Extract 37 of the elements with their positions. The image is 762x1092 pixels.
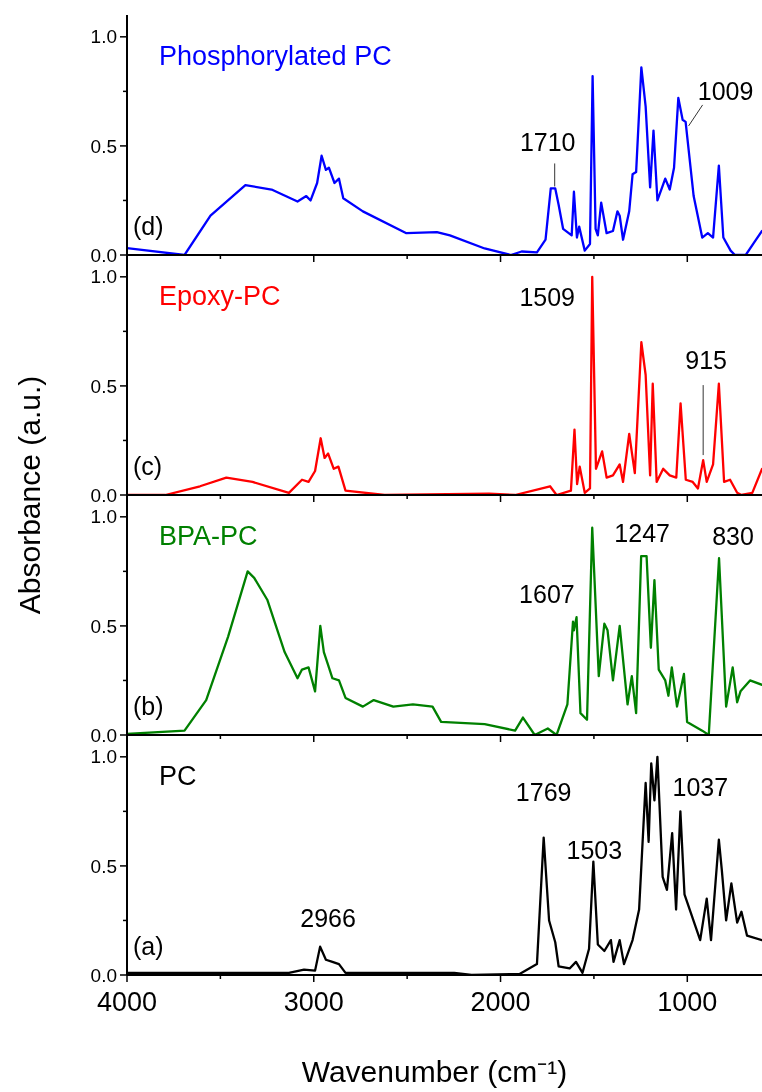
annotation: 1037: [672, 773, 729, 802]
text: PC: [159, 761, 197, 791]
annotation: (a): [133, 932, 164, 960]
y-tick-label: 0.0: [90, 724, 117, 746]
x-tick-label: 2000: [470, 987, 531, 1017]
y-tick-label: 0.0: [90, 964, 117, 986]
y-tick-label: 0.0: [90, 244, 117, 266]
annotation: 1607: [519, 580, 575, 609]
y-tick-label: 0.5: [90, 615, 117, 637]
y-tick-label: 1.0: [90, 26, 117, 48]
annotation: (d): [133, 212, 164, 240]
annotation: 1769: [515, 777, 572, 806]
y-tick-label: 0.5: [90, 855, 117, 877]
annotation: 1710: [519, 128, 576, 157]
y-tick-label: 1.0: [90, 266, 117, 288]
text: Phosphorylated PC: [159, 41, 392, 71]
annotation: 1509: [519, 282, 576, 311]
annotation: 1503: [566, 835, 623, 864]
x-tick-label: 1000: [657, 987, 718, 1017]
y-tick-label: 0.5: [90, 375, 117, 397]
x-tick-label: 4000: [96, 987, 158, 1017]
y-tick-label: 1.0: [90, 746, 117, 768]
y-axis-title: Absorbance (a.u.): [13, 375, 46, 615]
x-tick-label: 3000: [283, 987, 344, 1017]
x-axis-title: Wavenumber (cm⁻¹): [301, 1055, 568, 1088]
annotation: 1247: [614, 519, 670, 548]
annotation: (b): [133, 692, 164, 720]
annotation: 915: [685, 346, 728, 375]
text: Epoxy-PC: [159, 281, 281, 311]
annotation: 1009: [697, 76, 754, 105]
y-tick-label: 0.5: [90, 135, 117, 157]
y-tick-label: 1.0: [90, 506, 117, 528]
annotation: 2966: [300, 903, 356, 932]
annotation: (c): [133, 452, 163, 480]
annotation: 830: [712, 522, 754, 551]
series-label: BPA-PC: [159, 521, 258, 551]
y-tick-label: 0.0: [90, 484, 117, 506]
